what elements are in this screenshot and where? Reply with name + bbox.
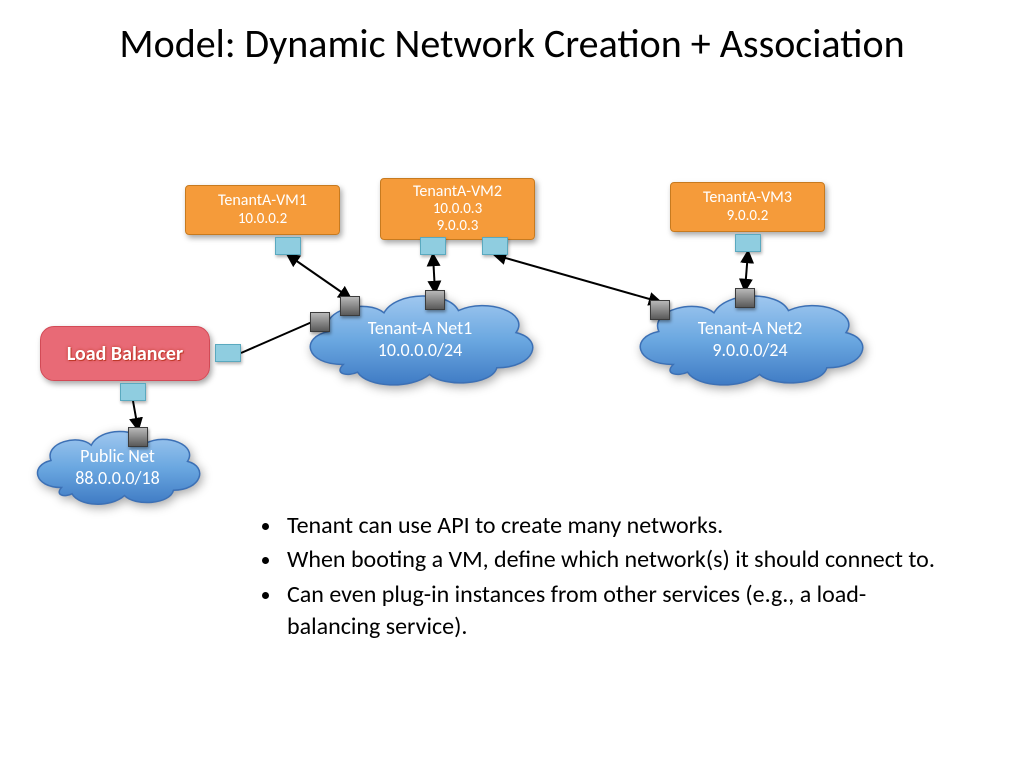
load-balancer-label: Load Balancer <box>67 342 183 366</box>
vm-ip: 10.0.0.3 <box>433 201 482 218</box>
vm-title: TenantA-VM3 <box>703 189 792 207</box>
vm-title: TenantA-VM1 <box>218 192 307 210</box>
load-balancer-box: Load Balancer <box>40 326 210 381</box>
bullet-list: Tenant can use API to create many networ… <box>255 510 935 646</box>
slide-title: Model: Dynamic Network Creation + Associ… <box>0 20 1024 68</box>
port-icon <box>420 237 446 255</box>
connector-square-icon <box>425 290 445 310</box>
port-icon <box>215 344 241 362</box>
vm-box-tenant-a-vm3: TenantA-VM3 9.0.0.2 <box>670 182 825 232</box>
diagram-stage: Model: Dynamic Network Creation + Associ… <box>0 0 1024 768</box>
cloud-public-net: Public Net88.0.0.0/18 <box>30 420 205 510</box>
vm-ip: 10.0.0.2 <box>238 211 287 228</box>
connector-square-icon <box>650 300 670 320</box>
bullet-item: When booting a VM, define which network(… <box>283 544 935 576</box>
connector-square-icon <box>735 288 755 308</box>
vm-ip: 9.0.0.2 <box>727 208 769 225</box>
bullet-item: Tenant can use API to create many networ… <box>283 510 935 542</box>
vm-box-tenant-a-vm2: TenantA-VM2 10.0.0.3 9.0.0.3 <box>380 178 535 240</box>
port-icon <box>482 237 508 255</box>
vm-title: TenantA-VM2 <box>413 183 502 201</box>
port-icon <box>120 383 146 401</box>
vm-box-tenant-a-vm1: TenantA-VM1 10.0.0.2 <box>185 185 340 235</box>
connector-square-icon <box>128 427 148 447</box>
bullet-item: Can even plug-in instances from other se… <box>283 579 935 644</box>
vm-ip-2: 9.0.0.3 <box>437 218 479 235</box>
connector-square-icon <box>340 296 360 316</box>
connector-square-icon <box>310 312 330 332</box>
port-icon <box>275 237 301 255</box>
port-icon <box>735 234 761 252</box>
cloud-tenant-a-net1: Tenant-A Net110.0.0.0/24 <box>300 282 540 392</box>
